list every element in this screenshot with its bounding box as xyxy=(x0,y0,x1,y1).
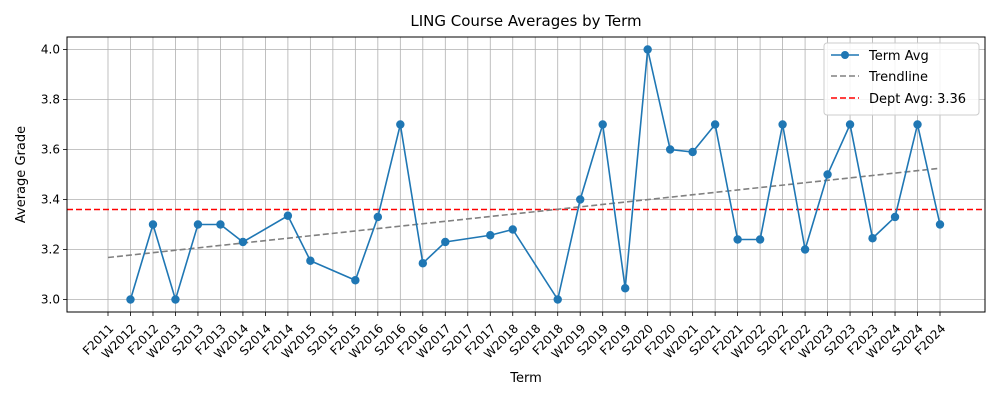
term-avg-point xyxy=(553,295,562,304)
y-tick-label: 3.4 xyxy=(41,193,60,207)
plot-frame xyxy=(66,36,986,313)
legend-label-term-avg: Term Avg xyxy=(868,49,929,64)
term-avg-point xyxy=(126,295,135,304)
term-avg-point xyxy=(868,234,877,243)
term-avg-point xyxy=(441,237,450,247)
term-avg-point xyxy=(845,120,855,129)
chart-title: LING Course Averages by Term xyxy=(410,12,641,30)
term-avg-point xyxy=(823,170,832,179)
y-tick-label: 3.2 xyxy=(41,243,60,257)
term-avg-point xyxy=(508,225,517,234)
term-avg-point xyxy=(396,120,405,129)
term-avg-point xyxy=(710,120,720,129)
legend-item-trendline: Trendline xyxy=(831,70,928,85)
term-avg-point xyxy=(306,256,315,265)
term-avg-point xyxy=(755,235,765,244)
y-tick-label: 3.0 xyxy=(41,293,60,307)
term-avg-point xyxy=(778,120,787,129)
term-avg-point xyxy=(643,45,652,54)
y-axis-label: Average Grade xyxy=(14,126,29,223)
x-axis-ticks: F2011W2012F2012W2013S2013F2013W2014S2014… xyxy=(80,312,948,361)
term-avg-point xyxy=(913,120,922,129)
term-avg-point xyxy=(171,295,180,304)
y-tick-label: 3.8 xyxy=(41,93,60,107)
legend-box xyxy=(823,42,980,116)
term-avg-point xyxy=(486,231,495,240)
y-axis-ticks: 3.0 3.2 3.4 3.6 3.8 4.0 xyxy=(41,43,67,307)
y-tick-label: 3.6 xyxy=(41,143,60,157)
term-avg-point xyxy=(193,220,203,229)
term-avg-point xyxy=(148,220,158,229)
term-avg-point xyxy=(351,276,360,285)
term-avg-point xyxy=(576,195,585,204)
term-avg-point xyxy=(418,259,428,268)
legend-label-dept-avg: Dept Avg: 3.36 xyxy=(869,92,966,107)
grid xyxy=(67,37,985,312)
legend-marker-term-avg xyxy=(841,51,849,59)
term-avg-point xyxy=(373,212,383,222)
trendline xyxy=(107,167,941,259)
term-avg-point xyxy=(733,235,742,244)
legend-item-term-avg: Term Avg xyxy=(831,49,929,64)
term-avg-point xyxy=(890,212,900,222)
term-avg-point xyxy=(238,237,248,247)
term-avg-point xyxy=(688,147,697,157)
term-avg-point xyxy=(216,220,225,229)
legend-item-dept-avg: Dept Avg: 3.36 xyxy=(831,92,966,107)
term-avg-point xyxy=(283,211,293,220)
term-avg-point xyxy=(935,220,945,229)
term-avg-point xyxy=(598,120,607,129)
y-tick-label: 4.0 xyxy=(41,43,60,57)
term-avg-point xyxy=(620,284,630,293)
series-points xyxy=(126,45,945,304)
legend: Term Avg Trendline Dept Avg: 3.36 xyxy=(823,42,980,116)
term-avg-point xyxy=(800,245,810,254)
term-avg-point xyxy=(665,145,675,154)
x-axis-label: Term xyxy=(509,371,542,386)
legend-label-trendline: Trendline xyxy=(868,70,928,85)
